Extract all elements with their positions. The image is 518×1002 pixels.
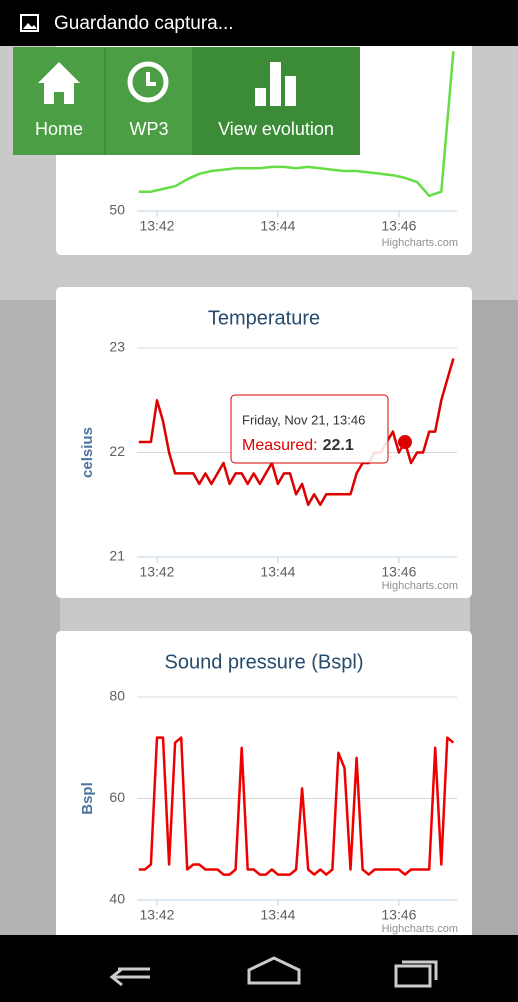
recents-button[interactable] bbox=[402, 960, 438, 980]
y-tick-label: 40 bbox=[109, 891, 125, 907]
credits: Highcharts.com bbox=[382, 580, 458, 592]
credits: Highcharts.com bbox=[382, 237, 458, 249]
nav-label[interactable]: Home bbox=[35, 119, 83, 139]
y-axis-title: Bspl bbox=[79, 782, 96, 815]
tooltip-date: Friday, Nov 21, 13:46 bbox=[242, 412, 365, 427]
chart-title: Temperature bbox=[208, 307, 320, 329]
chart-icon bbox=[285, 76, 296, 106]
x-tick-label: 13:46 bbox=[381, 564, 416, 580]
data-line bbox=[138, 736, 455, 876]
tooltip-body: Measured: 22.1 bbox=[242, 437, 354, 454]
x-tick-label: 13:44 bbox=[260, 564, 295, 580]
data-line bbox=[138, 358, 455, 507]
screenshot-icon bbox=[20, 14, 39, 32]
system-nav-bar bbox=[0, 935, 518, 1002]
x-tick-label: 13:46 bbox=[381, 218, 416, 234]
y-tick-label: 21 bbox=[109, 548, 125, 564]
background-photo bbox=[470, 300, 518, 940]
hover-marker bbox=[397, 435, 412, 450]
tooltip bbox=[230, 394, 389, 464]
y-tick-label: 60 bbox=[109, 789, 125, 805]
chart-title: Sound pressure (Bspl) bbox=[165, 651, 364, 673]
status-text: Guardando captura... bbox=[54, 13, 234, 34]
data-line bbox=[138, 50, 455, 198]
chart-card bbox=[56, 631, 472, 941]
y-tick-label: 22 bbox=[109, 443, 125, 459]
chart-icon bbox=[270, 62, 281, 106]
y-axis-title: celsius bbox=[79, 427, 96, 478]
clock-icon bbox=[146, 72, 156, 86]
x-tick-label: 13:44 bbox=[260, 218, 295, 234]
nav-label[interactable]: View evolution bbox=[218, 119, 334, 139]
chart-icon bbox=[255, 88, 266, 106]
tooltip-value: 22.1 bbox=[323, 437, 354, 454]
home-icon bbox=[38, 62, 80, 104]
background-photo bbox=[0, 300, 60, 940]
screenshot-icon bbox=[23, 23, 37, 29]
recents-button[interactable] bbox=[394, 964, 432, 988]
home-button[interactable] bbox=[247, 956, 301, 985]
back-button[interactable] bbox=[109, 967, 150, 987]
x-tick-label: 13:42 bbox=[139, 907, 174, 923]
credits: Highcharts.com bbox=[382, 923, 458, 935]
y-tick-label: 23 bbox=[109, 339, 125, 355]
x-tick-label: 13:42 bbox=[139, 218, 174, 234]
y-tick-label: 50 bbox=[109, 202, 125, 218]
tooltip-label: Measured: bbox=[242, 437, 318, 454]
x-tick-label: 13:46 bbox=[381, 907, 416, 923]
x-tick-label: 13:44 bbox=[260, 907, 295, 923]
x-tick-label: 13:42 bbox=[139, 564, 174, 580]
nav-label[interactable]: WP3 bbox=[129, 119, 168, 139]
y-tick-label: 80 bbox=[109, 688, 125, 704]
clock-icon bbox=[127, 61, 169, 103]
status-bar bbox=[0, 0, 518, 46]
